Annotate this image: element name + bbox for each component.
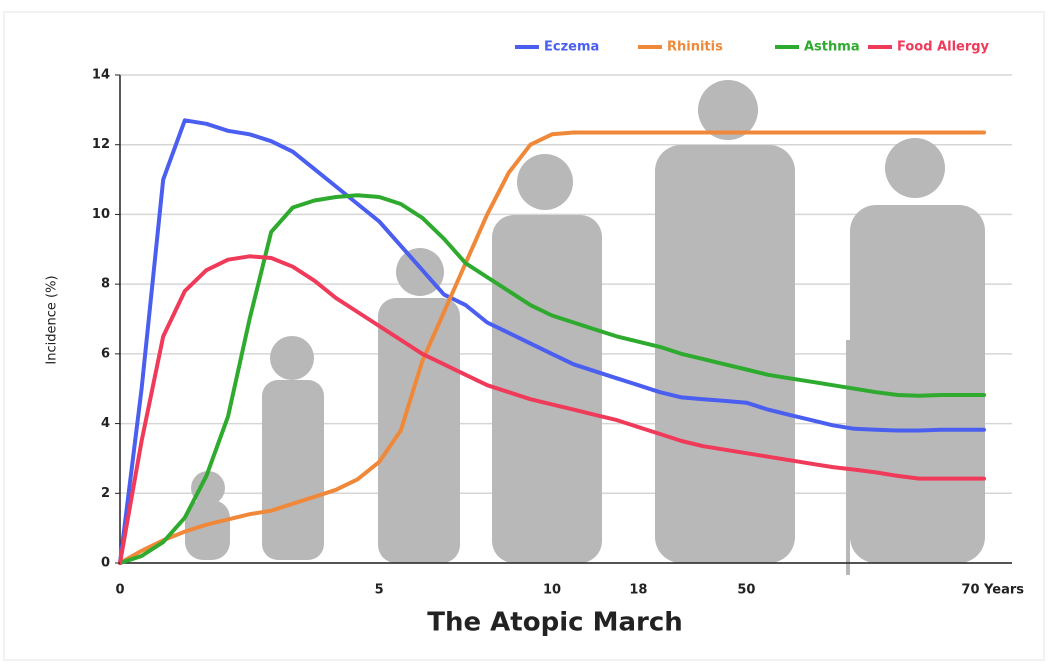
y-tick-label: 0 [101, 556, 110, 571]
x-tick-label: 0 [115, 583, 124, 598]
legend-label: Rhinitis [667, 40, 723, 55]
chart-title: The Atopic March [427, 608, 683, 638]
y-tick-label: 2 [101, 486, 110, 501]
silhouettes [185, 80, 985, 575]
x-tick-label: 18 [629, 583, 647, 598]
series-line [118, 130, 986, 565]
lines [118, 118, 986, 565]
y-axis-label: Incidence (%) [45, 275, 60, 364]
series-line [118, 254, 986, 565]
x-tick-label: 70 Years [961, 583, 1024, 598]
legend-label: Asthma [804, 40, 860, 55]
series-line [118, 118, 986, 565]
y-tick-label: 12 [92, 137, 110, 152]
y-tick-label: 14 [92, 68, 110, 83]
y-tick-label: 6 [101, 346, 110, 361]
x-tick-label: 5 [375, 583, 384, 598]
y-tick-label: 8 [101, 277, 110, 292]
y-tick-label: 4 [101, 416, 110, 431]
series-line [118, 193, 986, 565]
legend-label: Food Allergy [897, 40, 990, 55]
x-tick-label: 50 [737, 583, 755, 598]
legend-label: Eczema [544, 40, 599, 55]
y-tick-label: 10 [92, 207, 110, 222]
x-tick-label: 10 [543, 583, 561, 598]
